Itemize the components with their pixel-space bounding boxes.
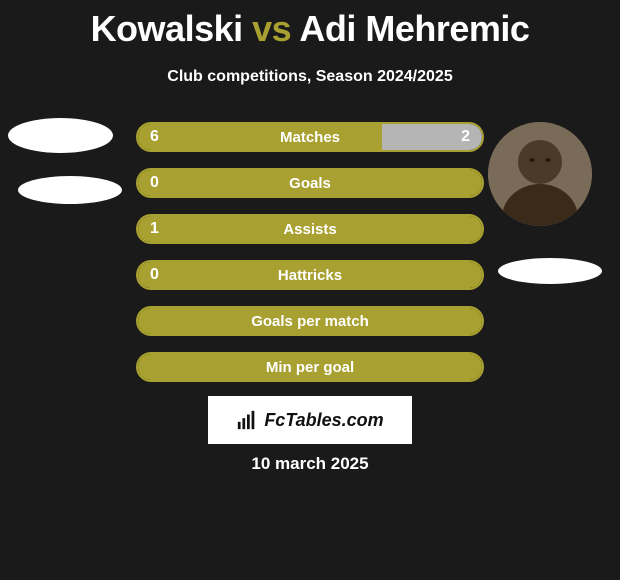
avatar-placeholder-icon — [488, 122, 592, 226]
comparison-card: Kowalski vs Adi Mehremic Club competitio… — [0, 0, 620, 580]
date-label: 10 march 2025 — [0, 454, 620, 474]
page-title: Kowalski vs Adi Mehremic — [0, 0, 620, 50]
stat-row: Assists1 — [136, 214, 484, 244]
player1-name: Kowalski — [91, 8, 243, 49]
player2-badge — [498, 258, 602, 284]
stat-label: Hattricks — [138, 262, 482, 288]
chart-icon — [236, 409, 258, 431]
stat-row: Goals per match — [136, 306, 484, 336]
stat-label: Min per goal — [138, 354, 482, 380]
stats-bars: Matches62Goals0Assists1Hattricks0Goals p… — [136, 122, 484, 398]
stat-label: Matches — [138, 124, 482, 150]
stat-row: Matches6 2 — [136, 122, 484, 152]
stat-value-right: 2 — [461, 124, 470, 150]
subtitle: Club competitions, Season 2024/2025 — [0, 68, 620, 86]
stat-label: Assists — [138, 216, 482, 242]
stat-label: Goals — [138, 170, 482, 196]
player2-name: Adi Mehremic — [299, 8, 529, 49]
player2-avatar — [488, 122, 592, 226]
stat-value-left: 0 — [150, 262, 159, 288]
stat-value-left: 6 — [150, 124, 159, 150]
player1-badge-2 — [18, 176, 122, 204]
vs-text: vs — [252, 8, 291, 49]
watermark-text: FcTables.com — [264, 410, 383, 431]
stat-row: Hattricks0 — [136, 260, 484, 290]
player1-badge-1 — [8, 118, 113, 153]
stat-value-left: 0 — [150, 170, 159, 196]
stat-label: Goals per match — [138, 308, 482, 334]
watermark: FcTables.com — [208, 396, 412, 444]
stat-row: Min per goal — [136, 352, 484, 382]
stat-value-left: 1 — [150, 216, 159, 242]
stat-row: Goals0 — [136, 168, 484, 198]
